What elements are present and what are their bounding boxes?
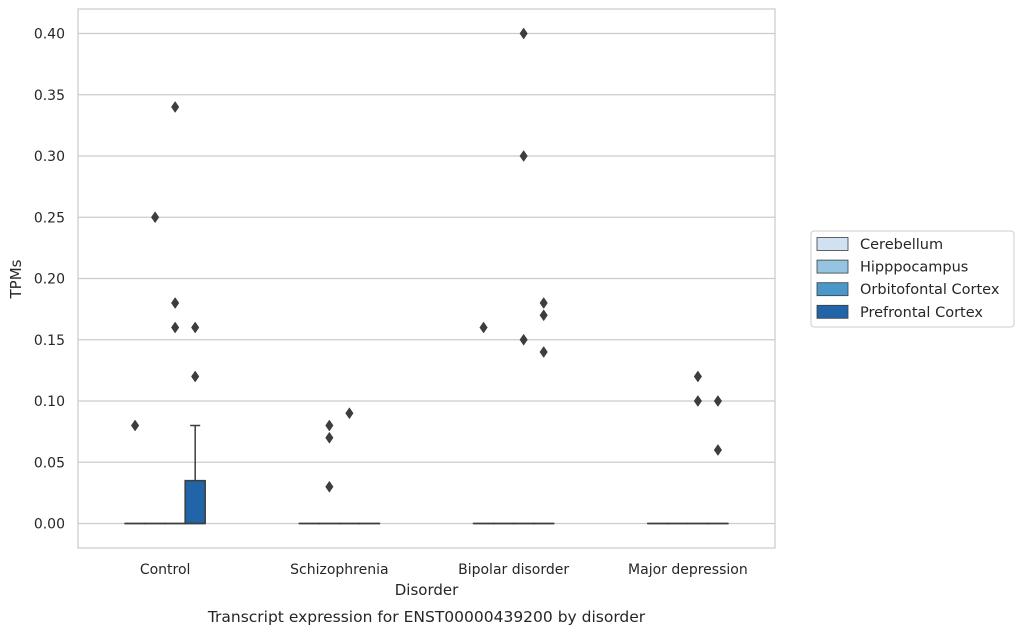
legend-swatch [816,259,849,274]
y-tick-label: 0.35 [34,88,65,104]
legend-swatch [816,304,849,319]
plot-frame [77,8,776,549]
outlier-point [325,419,334,432]
legend-swatch [816,282,849,297]
outlier-point [325,480,334,493]
legend: Cerebellum Hipppocampus Orbitofontal Corte… [810,230,1015,328]
y-tick-labels: 0.00 0.05 0.10 0.15 0.20 0.25 0.30 0.35 0.40 [34,27,65,533]
legend-label: Orbitofontal Cortex [860,282,1000,298]
x-tick-label: Bipolar disorder [458,562,569,578]
outlier-point [171,321,180,334]
outlier-point [519,150,528,162]
box-group [532,297,555,525]
outlier-point [519,27,528,40]
outlier-point [539,346,548,358]
legend-swatch [816,237,849,251]
outlier-point [713,444,723,456]
outlier-point [171,101,180,113]
box-group [184,321,206,525]
outlier-point [539,309,548,322]
legend-label: Hipppocampus [860,260,968,276]
y-tick-label: 0.40 [34,27,65,43]
y-tick-label: 0.20 [34,272,65,288]
x-tick-label: Control [140,562,191,578]
x-axis-title: Disorder [395,581,459,599]
outlier-point [479,321,488,334]
y-tick-label: 0.00 [34,517,65,533]
box-series [124,27,729,525]
box-group [512,27,535,525]
outlier-point [130,419,140,432]
legend-label: Cerebellum [860,237,943,253]
legend-label: Prefrontal Cortex [860,305,983,321]
outlier-point [713,395,723,407]
y-tick-label: 0.15 [34,333,65,349]
outlier-point [191,321,200,334]
y-tick-label: 0.30 [34,149,65,165]
y-axis-title: TPMs [7,259,25,299]
y-tick-label: 0.05 [34,455,65,471]
chart-caption: Transcript expression for ENST0000043920… [207,608,646,626]
box-group [164,101,186,525]
box [184,479,206,525]
box-group [707,395,729,525]
outlier-point [191,370,200,383]
x-tick-label: Major depression [628,562,748,578]
y-tick-label: 0.25 [34,210,65,226]
outlier-point [345,407,354,420]
outlier-point [693,395,702,407]
outlier-point [539,297,548,309]
y-tick-label: 0.10 [34,394,65,410]
outlier-point [171,297,180,309]
outlier-point [151,211,160,224]
outlier-point [325,431,334,444]
x-tick-labels: Control Schizophrenia Bipolar disorder Majo… [140,562,748,578]
legend-frame [810,230,1015,328]
outlier-point [693,370,702,383]
outlier-point [519,333,528,346]
x-tick-label: Schizophrenia [290,562,388,578]
